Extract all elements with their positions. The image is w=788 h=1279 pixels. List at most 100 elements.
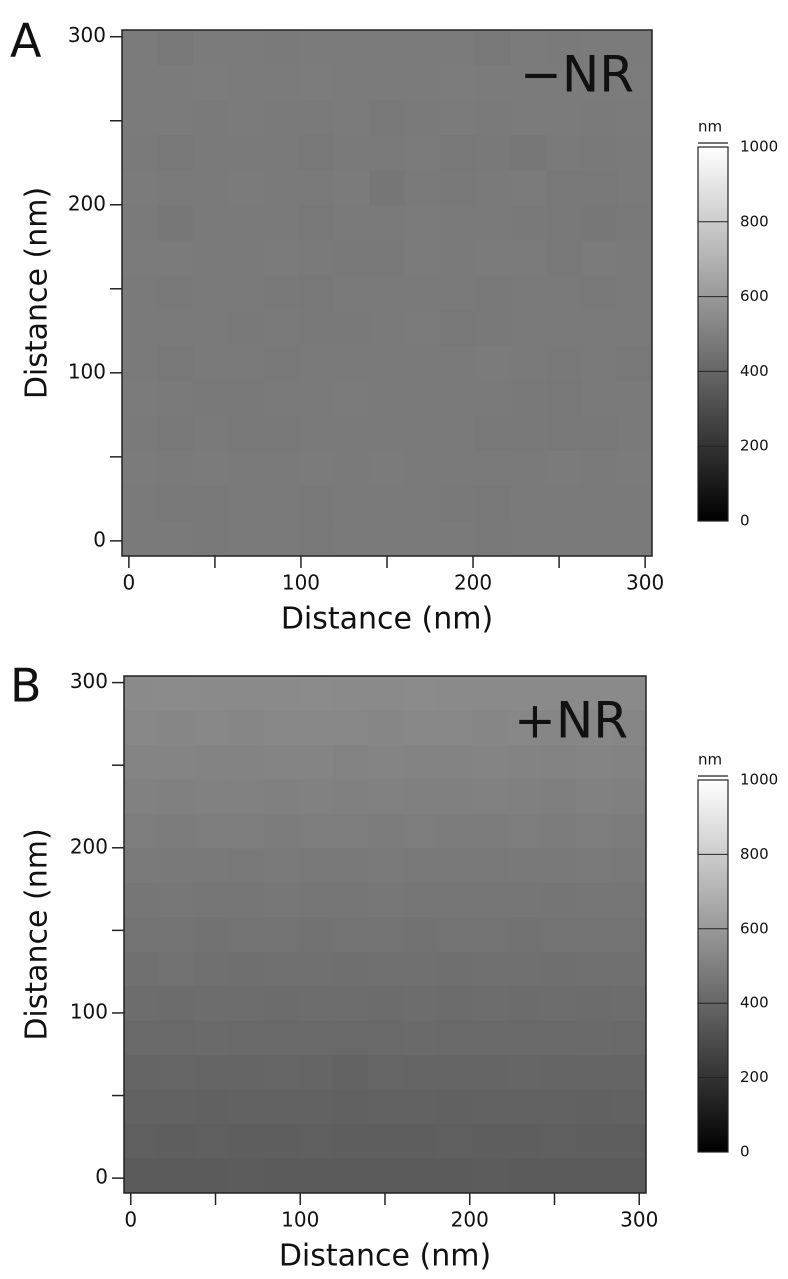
heatmap-cell: [122, 100, 158, 136]
heatmap-cell: [157, 240, 194, 276]
heatmap-cell: [332, 986, 369, 1022]
heatmap-cell: [334, 30, 370, 66]
heatmap-cell: [510, 275, 547, 312]
colorbar-tick-label: 600: [740, 287, 769, 305]
heatmap-cell: [616, 520, 653, 557]
heatmap-cell: [298, 345, 335, 382]
heatmap-cell: [546, 275, 582, 312]
heatmap-cell: [611, 1158, 647, 1194]
heatmap-cell: [437, 917, 473, 953]
heatmap-cell: [440, 415, 476, 452]
heatmap-cell: [263, 1055, 299, 1091]
x-axis-label: Distance (nm): [281, 602, 493, 637]
heatmap-cell: [506, 710, 543, 746]
heatmap-cell: [506, 744, 543, 780]
heatmap-cell: [192, 240, 229, 276]
heatmap-cell: [541, 848, 577, 884]
heatmap-cell: [122, 240, 158, 276]
heatmap-cell: [611, 676, 647, 711]
heatmap-cell: [541, 1055, 577, 1091]
heatmap-cell: [228, 170, 264, 206]
heatmap-cell: [122, 135, 158, 171]
heatmap-cell: [263, 240, 300, 276]
heatmap-cell: [192, 450, 229, 487]
heatmap-cell: [367, 917, 403, 953]
heatmap-cell: [510, 310, 547, 347]
heatmap-cell: [576, 1055, 612, 1091]
heatmap-cell: [440, 275, 476, 312]
heatmap-cell: [611, 951, 647, 987]
heatmap-cell: [193, 779, 229, 815]
heatmap-cell: [298, 170, 335, 206]
heatmap-cell: [228, 240, 264, 276]
heatmap-cell: [472, 882, 508, 918]
heatmap-cell: [263, 205, 300, 241]
x-tick-label: 200: [451, 1208, 489, 1232]
heatmap-cell: [506, 917, 543, 953]
heatmap-cell: [402, 917, 438, 953]
heatmap-cell: [616, 275, 653, 312]
colorbar-tick-label: 1000: [740, 771, 778, 789]
heatmap-cell: [506, 848, 543, 884]
heatmap-cell: [334, 380, 370, 417]
heatmap-cell: [298, 917, 334, 953]
heatmap-cell: [228, 676, 264, 711]
heatmap-cell: [334, 65, 370, 101]
heatmap-cell: [228, 848, 264, 884]
heatmap-cell: [228, 380, 264, 417]
heatmap-cell: [402, 1020, 438, 1056]
heatmap-cell: [192, 100, 229, 136]
heatmap-cell: [576, 951, 612, 987]
heatmap-cell: [581, 415, 618, 452]
heatmap-cell: [581, 485, 618, 522]
heatmap-cell: [510, 240, 547, 276]
heatmap-cell: [367, 986, 403, 1022]
colorbar-tick-label: 400: [740, 362, 769, 380]
heatmap-cell: [298, 951, 334, 987]
heatmap-cell: [158, 917, 195, 953]
heatmap-cell: [611, 813, 647, 849]
heatmap-cell: [506, 813, 543, 849]
heatmap-cell: [611, 1089, 647, 1125]
heatmap-cell: [510, 170, 547, 206]
heatmap-cell: [122, 310, 158, 347]
heatmap-cell: [369, 310, 406, 347]
heatmap-cell: [402, 951, 438, 987]
heatmap-cell: [332, 917, 369, 953]
heatmap-cell: [332, 779, 369, 815]
heatmap-cell: [611, 779, 647, 815]
heatmap-cell: [546, 30, 582, 66]
heatmap-cell: [192, 30, 229, 66]
heatmap-cell: [472, 1158, 508, 1194]
heatmap-cell: [158, 1055, 195, 1091]
heatmap-cell: [122, 205, 158, 241]
heatmap-cell: [124, 1158, 160, 1194]
heatmap-cell: [475, 415, 512, 452]
heatmap-cell: [228, 744, 264, 780]
heatmap-cell: [404, 485, 441, 522]
heatmap-cell: [298, 30, 335, 66]
x-tick-label: 100: [281, 1208, 319, 1232]
heatmap-cell: [298, 415, 335, 452]
heatmap-cell: [581, 240, 618, 276]
heatmap-cell: [475, 310, 512, 347]
heatmap-cell: [475, 450, 512, 487]
heatmap-cell: [298, 848, 334, 884]
heatmap-cell: [158, 744, 195, 780]
heatmap-cell: [611, 1020, 647, 1056]
heatmap-cell: [541, 744, 577, 780]
heatmap-cell: [475, 170, 512, 206]
heatmap-cell: [332, 882, 369, 918]
heatmap-cell: [263, 520, 300, 557]
heatmap-cell: [228, 1089, 264, 1125]
heatmap-cell: [157, 450, 194, 487]
heatmap-cell: [506, 986, 543, 1022]
heatmap-cell: [472, 1124, 508, 1160]
heatmap-cell: [158, 951, 195, 987]
heatmap-cell: [541, 813, 577, 849]
heatmap-cell: [298, 485, 335, 522]
heatmap-cell: [228, 1055, 264, 1091]
heatmap-cell: [124, 986, 160, 1022]
heatmap-cell: [440, 100, 476, 136]
heatmap-cell: [367, 1020, 403, 1056]
